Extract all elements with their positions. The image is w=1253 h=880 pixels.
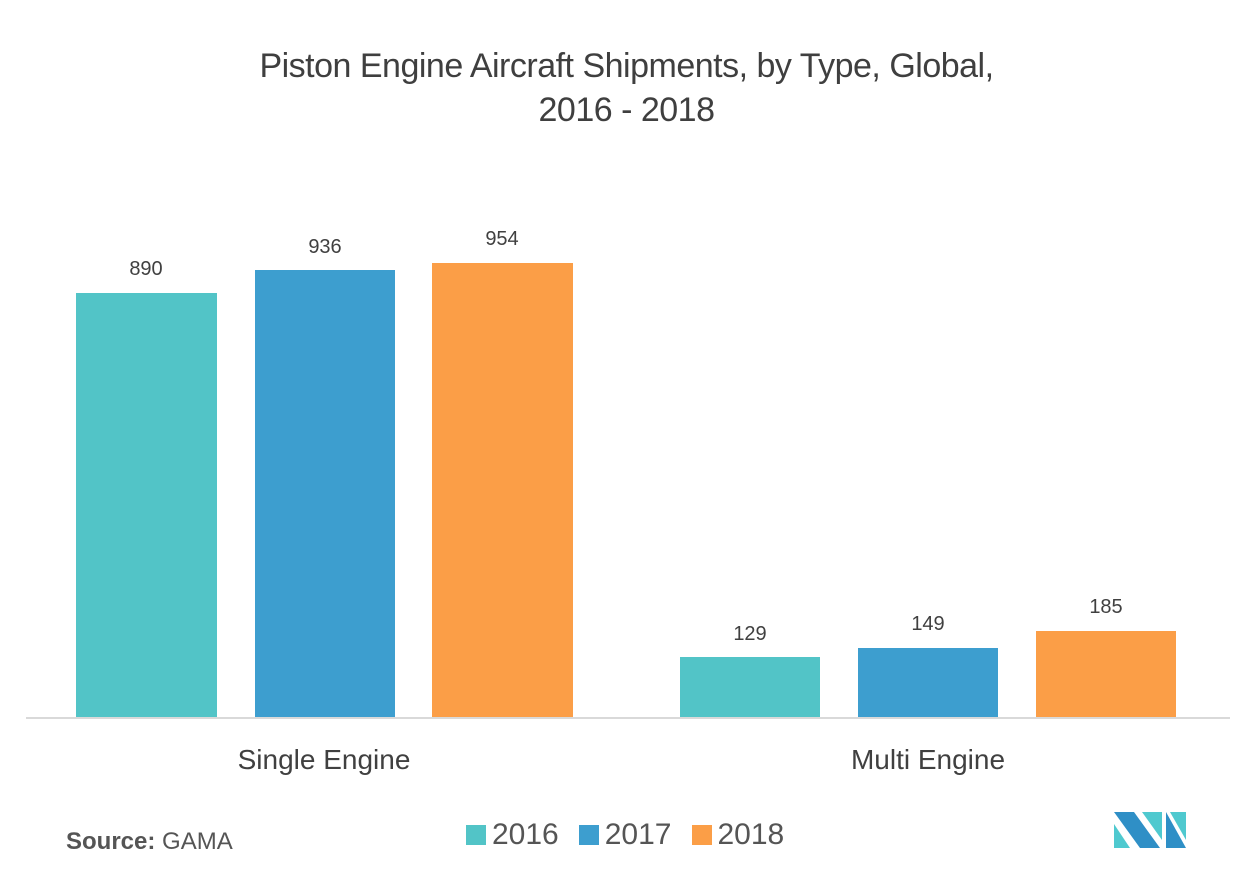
bar-single-2018 [432, 263, 573, 717]
value-label: 185 [1089, 596, 1123, 618]
category-label-multi-engine: Multi Engine [850, 744, 1006, 775]
legend-swatch-2016 [466, 825, 486, 845]
bar-single-2017 [255, 270, 395, 717]
value-label: 936 [308, 236, 342, 258]
source-value: GAMA [162, 828, 233, 855]
bar-multi-2017 [858, 648, 998, 717]
value-label: 954 [485, 228, 519, 250]
legend-item-2018: 2018 [691, 818, 785, 852]
value-label: 149 [911, 613, 945, 635]
x-axis-line [26, 717, 1230, 719]
value-label: 129 [733, 623, 767, 645]
legend-label: 2018 [717, 818, 785, 851]
bar-multi-2018 [1036, 631, 1176, 717]
source-label: Source: [66, 828, 156, 855]
bar-multi-2016 [680, 657, 820, 717]
category-label-single-engine: Single Engine [237, 744, 411, 775]
bar-single-2016 [76, 293, 217, 717]
mordor-intelligence-logo-icon [1114, 812, 1186, 848]
source-note: Source: GAMA [66, 828, 233, 856]
legend-swatch-2018 [691, 825, 712, 845]
value-label: 890 [129, 258, 163, 280]
legend-item-2016: 2016 [466, 818, 559, 852]
chart-title-line1: Piston Engine Aircraft Shipments, by Typ… [259, 47, 994, 85]
legend: 2016 2017 2018 [466, 818, 804, 852]
legend-label: 2016 [492, 818, 559, 851]
chart-title: Piston Engine Aircraft Shipments, by Typ… [0, 44, 1253, 132]
chart-title-line2: 2016 - 2018 [538, 91, 716, 129]
legend-item-2017: 2017 [578, 818, 672, 852]
legend-swatch-2017 [578, 825, 599, 845]
legend-label: 2017 [604, 818, 672, 851]
